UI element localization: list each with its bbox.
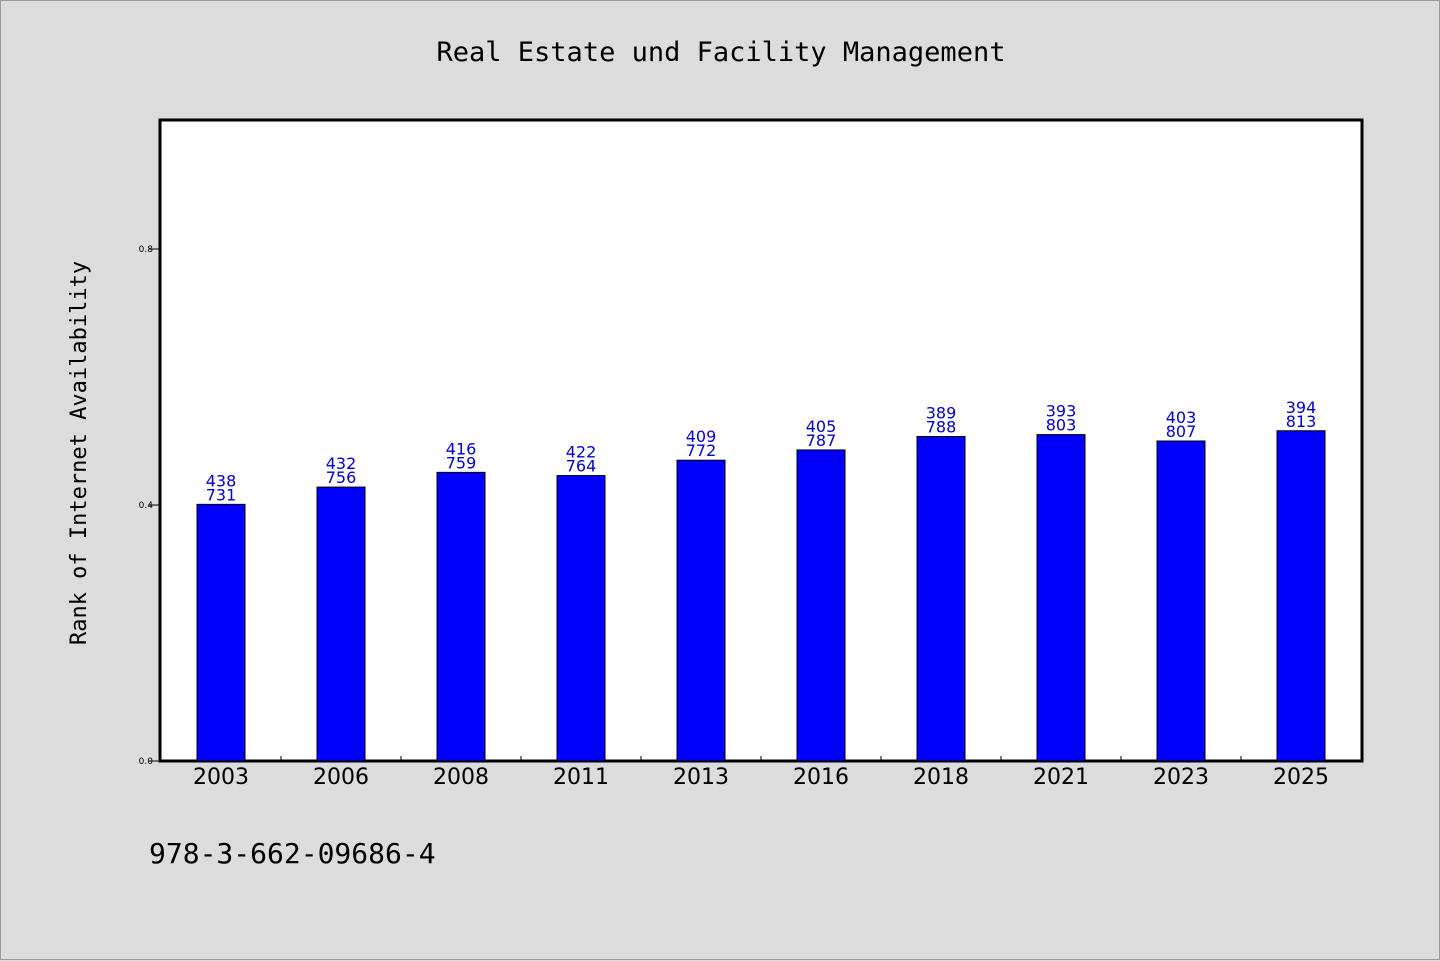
bar-label-top-2003: 438 xyxy=(206,471,237,490)
bar-label-top-2023: 403 xyxy=(1166,408,1197,427)
x-tick-label-2008: 2008 xyxy=(433,765,489,790)
bar-2008 xyxy=(436,471,486,762)
bar-label-top-2011: 422 xyxy=(566,443,597,462)
bar-2016 xyxy=(796,449,846,762)
y-tick-label: 0.8 xyxy=(139,245,154,255)
bar-2021 xyxy=(1036,434,1086,762)
bar-2003 xyxy=(196,503,246,762)
y-tick-label: 0.0 xyxy=(139,757,154,767)
x-ticks-group: 2003 2006 2008 2011 2013 2016 2018 2021 2023 2025 xyxy=(193,756,1329,790)
bar-2011 xyxy=(556,475,606,762)
x-tick-label-2016: 2016 xyxy=(793,765,849,790)
bar-label-bottom-2008: 759 xyxy=(446,453,477,472)
bar-2018 xyxy=(916,436,966,762)
x-tick-label-2018: 2018 xyxy=(913,765,969,790)
bar-label-bottom-2013: 772 xyxy=(686,441,717,460)
x-tick-label-2013: 2013 xyxy=(673,765,729,790)
bar-label-bottom-2018: 788 xyxy=(926,418,957,437)
bar-label-top-2006: 432 xyxy=(326,454,357,473)
bar-label-bottom-2025: 813 xyxy=(1286,412,1317,431)
bar-2023 xyxy=(1156,440,1206,762)
bar-label-top-2021: 393 xyxy=(1046,402,1077,421)
bar-label-top-2018: 389 xyxy=(926,404,957,423)
bar-label-bottom-2011: 764 xyxy=(566,457,597,476)
isbn-text: 978-3-662-09686-4 xyxy=(149,837,436,870)
bar-label-bottom-2006: 756 xyxy=(326,468,357,487)
x-tick-label-2006: 2006 xyxy=(313,765,369,790)
bar-label-top-2016: 405 xyxy=(806,417,837,436)
y-ticks-group: 0.0 0.4 0.8 xyxy=(139,245,161,767)
bar-2025 xyxy=(1276,430,1326,762)
bar-2013 xyxy=(676,459,726,762)
x-tick-label-2023: 2023 xyxy=(1153,765,1209,790)
bar-label-bottom-2023: 807 xyxy=(1166,422,1197,441)
bar-label-top-2013: 409 xyxy=(686,427,717,446)
x-tick-label-2025: 2025 xyxy=(1273,765,1329,790)
bar-label-bottom-2003: 731 xyxy=(206,485,237,504)
bar-label-bottom-2021: 803 xyxy=(1046,416,1077,435)
x-tick-label-2003: 2003 xyxy=(193,765,249,790)
bar-label-top-2025: 394 xyxy=(1286,398,1317,417)
y-axis-label: Rank of Internet Availability xyxy=(67,261,92,645)
chart-title: Real Estate und Facility Management xyxy=(437,37,1006,68)
bar-label-bottom-2016: 787 xyxy=(806,431,837,450)
bar-2006 xyxy=(316,486,366,762)
bar-label-top-2008: 416 xyxy=(446,439,477,458)
x-tick-label-2011: 2011 xyxy=(553,765,609,790)
x-tick-label-2021: 2021 xyxy=(1033,765,1089,790)
y-tick-label: 0.4 xyxy=(139,501,154,511)
